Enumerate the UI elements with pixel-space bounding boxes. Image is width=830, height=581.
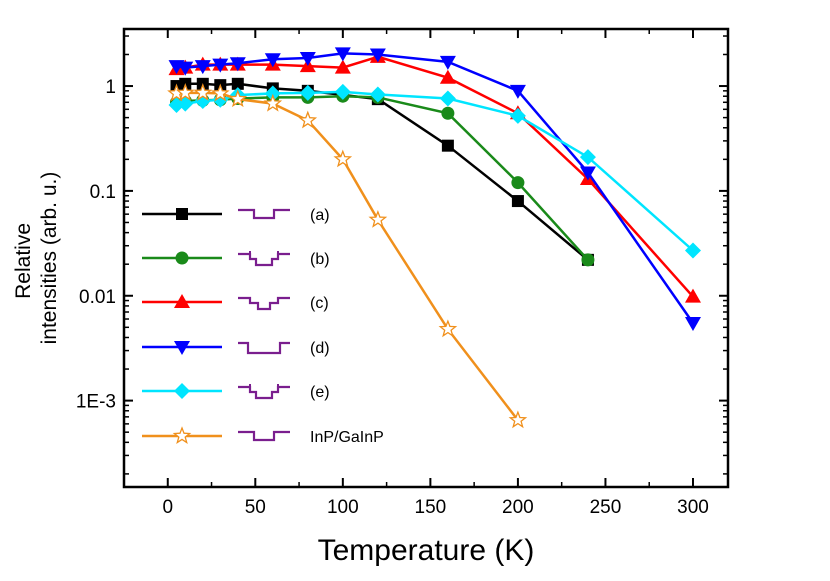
data-point — [231, 77, 244, 90]
legend-label: (b) — [310, 251, 330, 268]
x-tick-label: 50 — [245, 497, 266, 518]
data-point — [299, 52, 316, 67]
data-point — [439, 90, 456, 107]
data-point — [263, 93, 283, 112]
legend-label: (d) — [310, 340, 330, 357]
data-point — [439, 69, 456, 84]
series-1 — [170, 89, 595, 267]
data-point — [175, 83, 195, 101]
data-point — [264, 85, 281, 102]
legend-marker — [174, 383, 190, 399]
data-point — [438, 319, 458, 338]
data-point — [333, 149, 353, 168]
data-point — [212, 58, 229, 73]
data-point — [229, 57, 246, 72]
plot-frame — [122, 27, 730, 489]
potential-profile-icon — [238, 385, 290, 400]
x-tick-label: 100 — [327, 497, 359, 518]
data-point — [684, 316, 701, 331]
data-point — [368, 209, 388, 228]
series-2 — [168, 48, 701, 303]
data-point — [511, 195, 524, 208]
data-point — [264, 53, 281, 68]
legend-label: InP/GaInP — [310, 429, 384, 446]
data-point — [299, 84, 316, 101]
legend-marker — [176, 208, 188, 220]
data-point — [579, 149, 596, 166]
x-tick-label: 150 — [415, 497, 447, 518]
legend-item-5: InP/GaInP — [142, 426, 384, 446]
data-point — [684, 288, 701, 303]
data-point — [684, 242, 701, 259]
x-tick-label: 200 — [502, 497, 534, 518]
data-point — [193, 83, 213, 101]
series-layer — [167, 47, 701, 429]
data-point — [441, 139, 454, 152]
data-point — [508, 410, 528, 429]
data-point — [334, 59, 351, 74]
potential-profile-icon — [238, 296, 290, 311]
data-point — [177, 61, 194, 76]
y-axis-title-line-1: Relative — [12, 223, 35, 299]
y-tick-label: 0.1 — [90, 182, 116, 203]
series-line — [176, 55, 694, 298]
legend-item-3: (d) — [142, 340, 330, 357]
potential-profile-icon — [238, 208, 290, 220]
data-point — [369, 48, 386, 63]
series-line — [176, 82, 589, 261]
data-point — [581, 253, 595, 267]
x-tick-label: 250 — [590, 497, 622, 518]
data-point — [441, 106, 455, 120]
data-point — [210, 83, 230, 102]
data-point — [298, 110, 318, 129]
legend-item-2: (c) — [142, 294, 329, 312]
data-point — [334, 83, 351, 100]
potential-profile-icon — [238, 341, 290, 355]
legend-label: (c) — [310, 295, 329, 312]
y-axis-title-line-2: intensities (arb. u.) — [38, 172, 61, 345]
x-tick-label: 0 — [162, 497, 173, 518]
data-point — [509, 84, 526, 99]
legend-item-1: (b) — [142, 251, 330, 268]
series-5 — [167, 83, 528, 429]
x-tick-label: 300 — [677, 497, 709, 518]
legend-item-4: (e) — [142, 383, 330, 401]
x-axis-title: Temperature (K) — [318, 534, 535, 567]
legend-marker — [172, 426, 192, 444]
potential-profile-icon — [238, 252, 290, 267]
legend-label: (e) — [310, 384, 330, 401]
potential-profile-icon — [238, 430, 290, 442]
data-point — [228, 89, 248, 108]
data-point — [369, 86, 386, 103]
legend-marker — [174, 294, 190, 308]
data-point — [194, 60, 211, 75]
series-line — [176, 91, 519, 421]
y-tick-label: 0.01 — [79, 287, 116, 308]
legend-marker — [175, 251, 189, 265]
legend: (a) (b) (c) (d) (e) InP/GaInP — [142, 207, 384, 446]
series-3 — [168, 47, 701, 331]
data-point — [511, 176, 525, 190]
data-point — [509, 107, 526, 124]
data-point — [439, 55, 456, 70]
legend-marker — [174, 341, 190, 355]
y-tick-label: 1 — [105, 77, 116, 98]
x-axis: 0 50 100 150 200 250 300 — [123, 29, 709, 518]
y-tick-label: 1E-3 — [76, 392, 116, 413]
series-line — [176, 90, 694, 252]
data-point — [579, 166, 596, 181]
legend-item-0: (a) — [142, 207, 330, 224]
legend-label: (a) — [310, 207, 330, 224]
data-point — [334, 47, 351, 62]
y-axis-title: Relative intensities (arb. u.) — [12, 172, 61, 345]
y-axis: 1 0.1 0.01 1E-3 — [76, 35, 728, 475]
